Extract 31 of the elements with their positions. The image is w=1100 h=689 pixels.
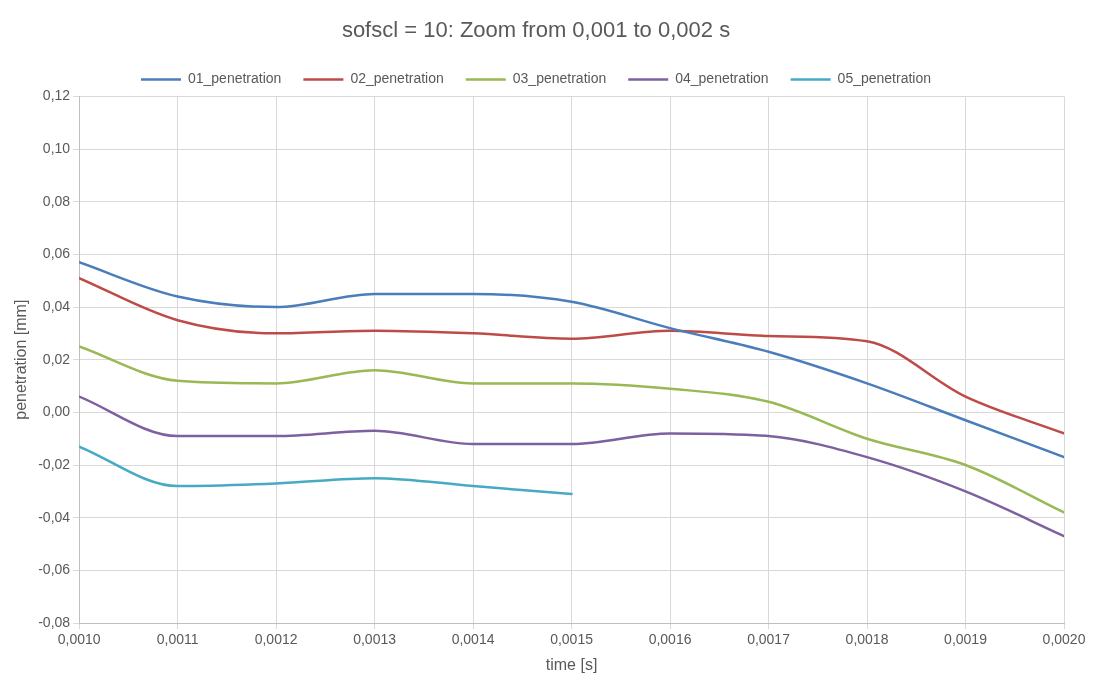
x-axis-title: time [s] — [545, 655, 598, 673]
y-tick-label: -0,06 — [38, 561, 71, 578]
legend-label: 05_penetration — [837, 70, 932, 87]
x-tick-label: 0,0012 — [254, 631, 298, 648]
y-tick-label: 0,06 — [42, 245, 71, 262]
x-tick-label: 0,0013 — [353, 631, 397, 648]
y-tick-label: 0,10 — [42, 139, 71, 156]
x-tick-label: 0,0018 — [845, 631, 889, 648]
y-tick-label: 0,04 — [42, 297, 71, 314]
x-tick-label: 0,0015 — [550, 631, 594, 648]
x-tick-label: 0,0017 — [747, 631, 791, 648]
legend-label: 03_penetration — [512, 70, 607, 87]
x-tick-label: 0,0016 — [648, 631, 692, 648]
x-tick-label: 0,0019 — [944, 631, 988, 648]
y-tick-label: -0,02 — [38, 455, 71, 472]
y-tick-label: -0,04 — [38, 508, 71, 525]
y-tick-label: 0,02 — [42, 350, 71, 367]
y-tick-label: -0,08 — [38, 613, 71, 630]
legend-label: 02_penetration — [350, 70, 444, 87]
x-tick-label: 0,0020 — [1042, 631, 1086, 648]
x-tick-label: 0,0014 — [451, 631, 495, 648]
legend-label: 04_penetration — [675, 70, 769, 87]
y-tick-label: 0,00 — [42, 403, 71, 420]
x-tick-label: 0,0011 — [156, 631, 199, 648]
chart-title: sofscl = 10: Zoom from 0,001 to 0,002 s — [341, 17, 731, 43]
y-tick-label: 0,08 — [42, 192, 71, 209]
y-axis-title: penetration [mm] — [12, 299, 30, 420]
legend-label: 01_penetration — [187, 70, 282, 87]
x-tick-label: 0,0010 — [57, 631, 101, 648]
line-series — [79, 445, 573, 496]
y-tick-label: 0,12 — [42, 87, 71, 104]
